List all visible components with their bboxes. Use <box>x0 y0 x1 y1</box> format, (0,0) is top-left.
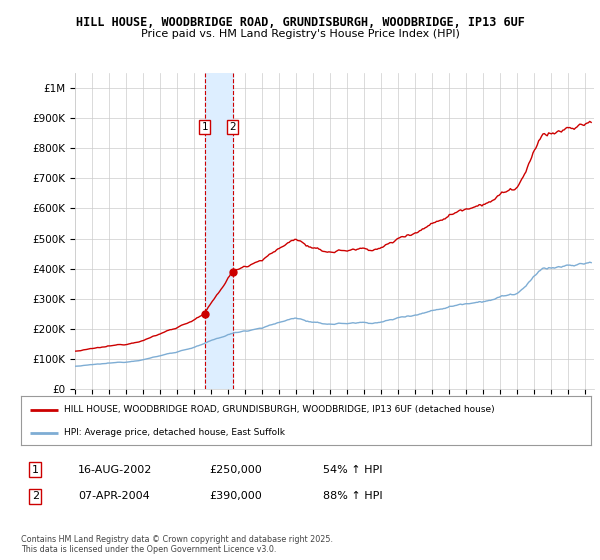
Text: 2: 2 <box>32 492 39 502</box>
Text: 88% ↑ HPI: 88% ↑ HPI <box>323 492 383 502</box>
Text: Price paid vs. HM Land Registry's House Price Index (HPI): Price paid vs. HM Land Registry's House … <box>140 29 460 39</box>
Text: 07-APR-2004: 07-APR-2004 <box>78 492 150 502</box>
Text: HILL HOUSE, WOODBRIDGE ROAD, GRUNDISBURGH, WOODBRIDGE, IP13 6UF (detached house): HILL HOUSE, WOODBRIDGE ROAD, GRUNDISBURG… <box>64 405 494 414</box>
Text: 1: 1 <box>32 465 39 475</box>
Text: £250,000: £250,000 <box>209 465 262 475</box>
Text: HILL HOUSE, WOODBRIDGE ROAD, GRUNDISBURGH, WOODBRIDGE, IP13 6UF: HILL HOUSE, WOODBRIDGE ROAD, GRUNDISBURG… <box>76 16 524 29</box>
Text: Contains HM Land Registry data © Crown copyright and database right 2025.
This d: Contains HM Land Registry data © Crown c… <box>21 535 333 554</box>
Text: £390,000: £390,000 <box>209 492 262 502</box>
Bar <box>205 73 233 389</box>
Text: 1: 1 <box>202 122 208 132</box>
Text: 54% ↑ HPI: 54% ↑ HPI <box>323 465 383 475</box>
Text: 16-AUG-2002: 16-AUG-2002 <box>78 465 152 475</box>
Text: HPI: Average price, detached house, East Suffolk: HPI: Average price, detached house, East… <box>64 428 285 437</box>
Text: 2: 2 <box>229 122 236 132</box>
